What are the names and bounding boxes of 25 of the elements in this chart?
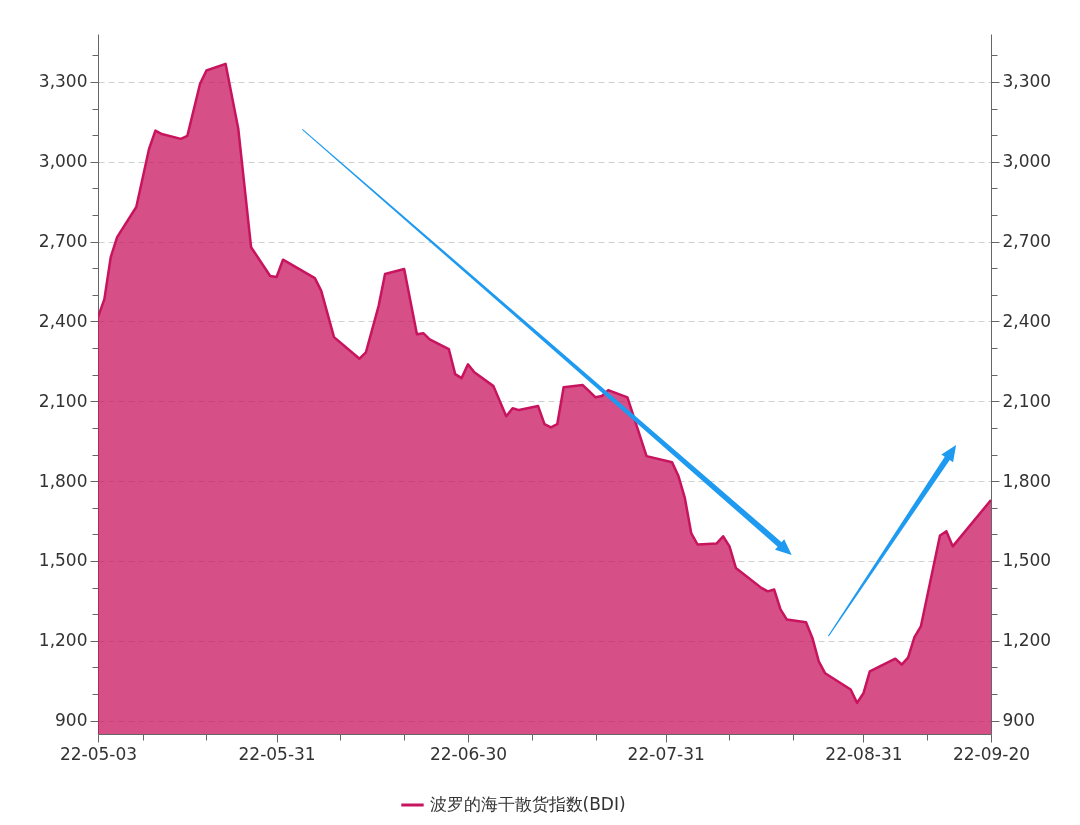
y-tick-label: 3,000 — [38, 151, 88, 172]
legend-label: 波罗的海干散货指数(BDI) — [429, 794, 626, 814]
y-tick-label: 1,800 — [38, 470, 88, 491]
y2-tick-label: 900 — [1002, 710, 1035, 731]
y2-tick-label: 1,500 — [1002, 550, 1052, 571]
y-tick-label: 1,500 — [38, 550, 88, 571]
y2-tick-label: 1,800 — [1002, 470, 1052, 491]
x-tick-label: 22-07-31 — [627, 743, 705, 764]
x-tick-label: 22-09-20 — [952, 743, 1031, 764]
y-tick-label: 900 — [55, 710, 88, 731]
y2-tick-label: 3,300 — [1002, 71, 1052, 92]
y2-tick-label: 2,400 — [1002, 310, 1052, 331]
x-tick-label: 22-05-31 — [238, 743, 316, 764]
y-tick-label: 3,300 — [38, 71, 88, 92]
y-tick-label: 2,100 — [38, 390, 88, 411]
y-tick-label: 2,700 — [38, 231, 88, 252]
y2-tick-label: 2,100 — [1002, 390, 1052, 411]
y-tick-label: 1,200 — [38, 630, 88, 651]
y2-tick-label: 1,200 — [1002, 630, 1052, 651]
y-tick-label: 2,400 — [38, 310, 88, 331]
y2-tick-label: 3,000 — [1002, 151, 1052, 172]
y2-tick-label: 2,700 — [1002, 231, 1052, 252]
x-tick-label: 22-06-30 — [429, 743, 508, 764]
x-tick-label: 22-05-03 — [59, 743, 138, 764]
x-tick-label: 22-08-31 — [825, 743, 903, 764]
